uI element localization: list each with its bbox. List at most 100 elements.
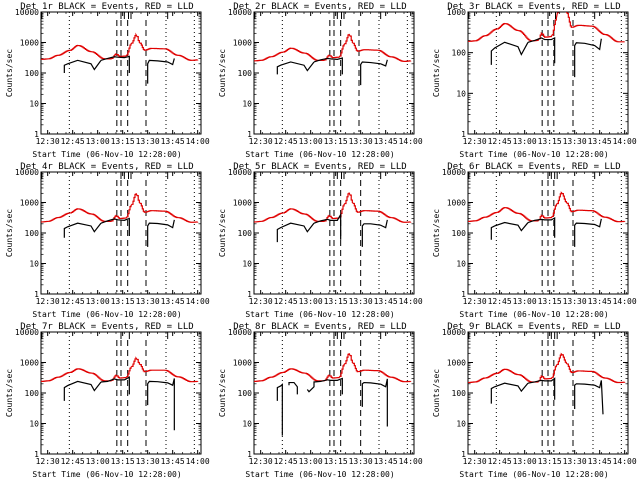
x-tick-label: 13:45 [161,137,185,146]
events-series-line [527,377,555,400]
interval-marker-bracket [254,171,261,179]
x-tick-label: 12:45 [487,137,511,146]
interval-marker-bracket [593,171,600,179]
x-tick-label: 13:45 [587,137,611,146]
x-tick-label: 12:30 [249,137,273,146]
y-tick-label: 100 [25,69,40,78]
interval-marker-bracket [593,331,600,339]
y-tick-label: 1000 [446,8,465,17]
interval-marker-bracket [120,171,126,179]
lld-series-line [41,193,199,223]
detector-panel-4: Det 4r BLACK = Events, RED = LLD Counts/s… [0,160,213,320]
x-tick-label: 13:15 [537,137,561,146]
plot-area [254,12,412,134]
y-axis-label: Counts/sec [5,209,14,257]
x-tick-label: 13:30 [562,457,586,466]
y-tick-label: 10000 [228,168,252,177]
events-series-line [527,37,555,64]
x-axis-label: Start Time (06-Nov-10 12:28:00) [32,150,181,159]
x-tick-label: 12:45 [487,297,511,306]
y-tick-label: 1000 [20,39,39,48]
x-tick-label: 12:45 [61,137,85,146]
y-tick-label: 100 [451,389,466,398]
interval-marker-bracket [120,11,126,19]
events-series-line [100,217,130,236]
interval-marker-bracket [380,171,386,179]
y-tick-label: 10000 [15,168,39,177]
interval-marker-bracket [343,11,350,19]
detector-panel-1: Det 1r BLACK = Events, RED = LLD Counts/s… [0,0,213,160]
y-tick-label: 100 [25,229,40,238]
events-series-line [573,38,602,78]
events-series-line [277,383,284,436]
lld-series-line [467,12,625,43]
plot-area [467,172,625,294]
x-tick-label: 14:00 [612,457,636,466]
events-series-line [147,378,175,431]
y-tick-label: 1000 [20,199,39,208]
y-axis-label: Counts/sec [432,369,441,417]
y-tick-label: 10 [243,100,253,109]
y-tick-label: 1000 [446,359,465,368]
interval-marker-bracket [380,11,386,19]
lld-series-line [254,33,412,63]
x-tick-label: 13:45 [161,297,185,306]
x-tick-label: 13:15 [537,457,561,466]
events-series-line [362,378,389,427]
interval-marker-bracket [254,331,261,339]
chart-title: Det 4r BLACK = Events, RED = LLD [20,162,193,172]
chart-title: Det 2r BLACK = Events, RED = LLD [234,2,407,12]
y-tick-label: 10 [29,100,39,109]
y-tick-label: 1 [34,290,39,299]
interval-marker-bracket [550,331,556,339]
y-tick-label: 1 [461,130,466,139]
x-tick-label: 12:45 [274,457,298,466]
panel-chart: Det 7r BLACK = Events, RED = LLD Counts/s… [5,322,210,479]
x-tick-label: 13:45 [161,457,185,466]
plot-area [41,172,199,294]
chart-title: Det 8r BLACK = Events, RED = LLD [234,322,407,332]
y-tick-label: 1000 [233,359,252,368]
y-axis-label: Counts/sec [432,49,441,97]
y-tick-label: 10000 [228,8,252,17]
events-series-line [314,212,342,240]
events-series-line [314,57,344,75]
detector-panel-6: Det 6r BLACK = Events, RED = LLD Counts/s… [427,160,640,320]
interval-marker-bracket [547,331,553,339]
detector-panel-2: Det 2r BLACK = Events, RED = LLD Counts/s… [213,0,426,160]
interval-marker-bracket [554,11,561,19]
events-series-line [307,377,344,395]
chart-title: Det 7r BLACK = Events, RED = LLD [20,322,193,332]
lld-series-line [41,32,199,61]
y-axis-label: Counts/sec [218,49,227,97]
y-tick-label: 1000 [233,199,252,208]
x-axis-label: Start Time (06-Nov-10 12:28:00) [246,470,395,479]
x-tick-label: 13:45 [374,137,398,146]
x-tick-label: 13:15 [111,297,135,306]
x-tick-label: 13:00 [299,457,323,466]
events-series-line [573,218,602,247]
x-axis-label: Start Time (06-Nov-10 12:28:00) [246,150,395,159]
x-tick-label: 13:30 [136,297,160,306]
x-tick-label: 12:30 [249,297,273,306]
x-tick-label: 13:30 [136,137,160,146]
events-series-line [63,380,102,401]
detector-panel-9: Det 9r BLACK = Events, RED = LLD Counts/s… [427,320,640,480]
x-axis-label: Start Time (06-Nov-10 12:28:00) [459,150,608,159]
interval-marker-bracket [167,171,173,179]
y-tick-label: 1000 [233,39,252,48]
plot-area [254,332,412,454]
events-series-line [362,219,389,247]
chart-title: Det 3r BLACK = Events, RED = LLD [447,2,620,12]
x-tick-label: 14:00 [399,457,423,466]
x-axis-label: Start Time (06-Nov-10 12:28:00) [459,470,608,479]
interval-marker-bracket [467,11,474,19]
interval-marker-bracket [337,11,343,19]
x-tick-label: 14:00 [612,297,636,306]
x-tick-label: 12:30 [462,297,486,306]
plot-area [254,172,412,294]
plot-area [467,12,625,134]
events-series-line [490,41,529,65]
interval-marker-bracket [41,171,47,179]
